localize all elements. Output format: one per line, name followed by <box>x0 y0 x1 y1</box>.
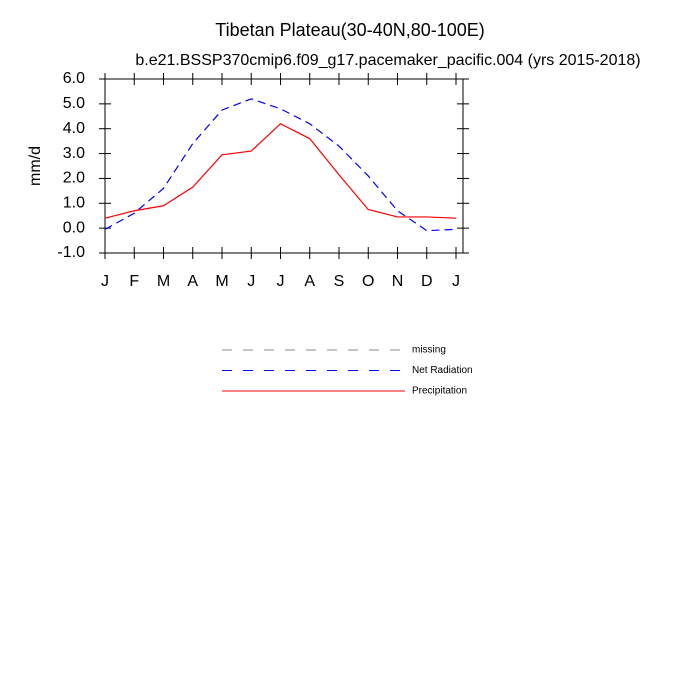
x-tick-label: A <box>304 273 315 290</box>
y-tick-label: 3.0 <box>63 145 85 162</box>
y-tick-label: 4.0 <box>63 120 85 137</box>
chart-subtitle: b.e21.BSSP370cmip6.f09_g17.pacemaker_pac… <box>135 52 640 69</box>
x-tick-label: S <box>334 273 345 290</box>
y-tick-label: 6.0 <box>63 70 85 87</box>
y-tick-label: -1.0 <box>57 244 85 261</box>
plot-frame <box>104 78 464 254</box>
x-tick-label: J <box>452 273 460 290</box>
x-tick-label: A <box>187 273 198 290</box>
y-tick-label: 0.0 <box>63 219 85 236</box>
x-tick-label: J <box>247 273 255 290</box>
legend-label: Precipitation <box>412 386 467 397</box>
chart-title: Tibetan Plateau(30-40N,80-100E) <box>215 20 485 40</box>
series-line <box>104 98 457 232</box>
x-tick-label: M <box>157 273 170 290</box>
series-line <box>104 123 457 219</box>
x-tick-label: J <box>277 273 285 290</box>
y-axis-label: mm/d <box>27 146 44 186</box>
legend-label: missing <box>412 345 446 356</box>
x-tick-label: J <box>101 273 109 290</box>
legend-label: Net Radiation <box>412 365 473 376</box>
x-tick-label: O <box>362 273 374 290</box>
x-tick-label: N <box>392 273 404 290</box>
x-tick-label: M <box>215 273 228 290</box>
x-tick-label: D <box>421 273 433 290</box>
y-tick-label: 5.0 <box>63 95 85 112</box>
y-tick-label: 2.0 <box>63 170 85 187</box>
y-tick-label: 1.0 <box>63 195 85 212</box>
x-tick-label: F <box>129 273 139 290</box>
